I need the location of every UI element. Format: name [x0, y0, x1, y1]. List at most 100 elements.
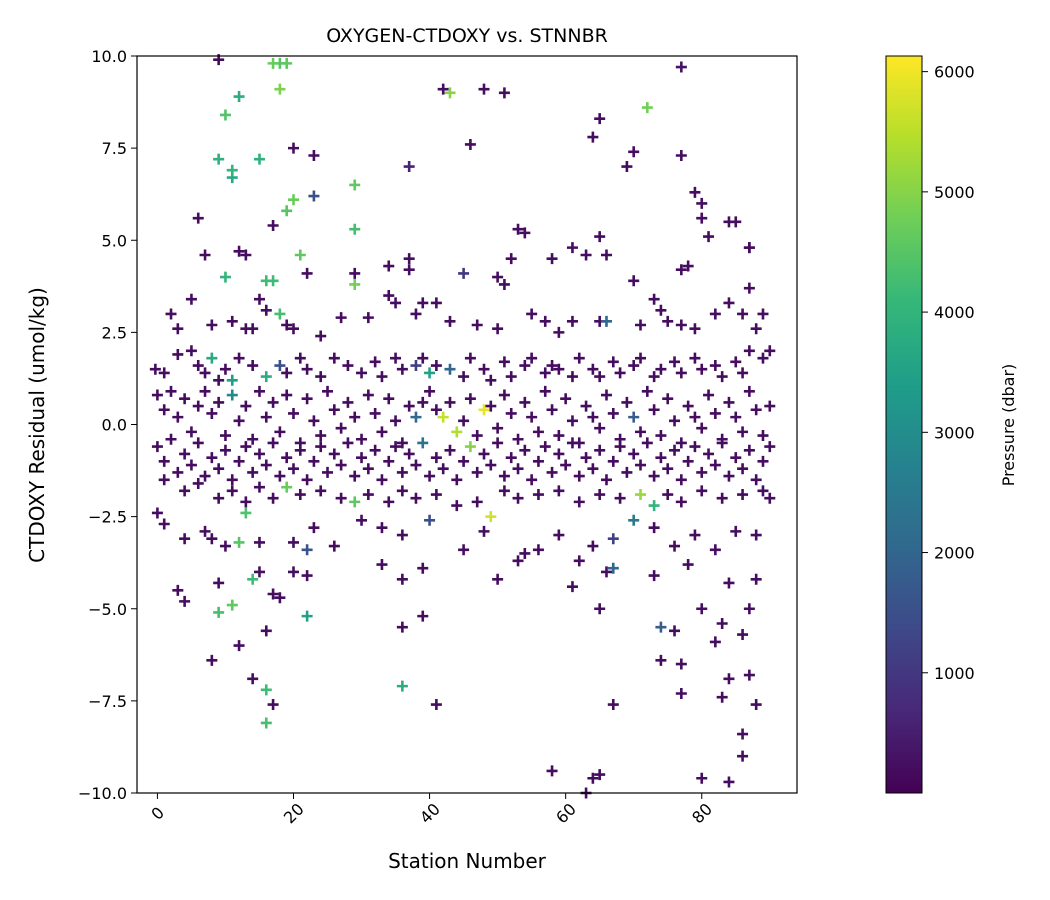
data-point [730, 216, 742, 228]
data-point [240, 249, 252, 261]
data-point [553, 430, 565, 442]
data-point [362, 489, 374, 501]
x-tick-label: 40 [416, 799, 444, 827]
data-point [253, 481, 265, 493]
data-point [737, 308, 749, 320]
data-point [628, 275, 640, 287]
data-point [192, 477, 204, 489]
data-point [655, 363, 667, 375]
data-point [737, 367, 749, 379]
data-point [172, 584, 184, 596]
y-tick-label: 10.0 [91, 47, 127, 66]
x-axis: 0 20 40 60 80 [147, 793, 716, 827]
data-point [213, 153, 225, 165]
data-point [641, 102, 653, 114]
data-point [444, 396, 456, 408]
data-point [485, 459, 497, 471]
y-tick-label: 5.0 [102, 231, 127, 250]
data-point [151, 507, 163, 519]
colorbar-tick-label: 1000 [934, 664, 975, 683]
data-point [458, 415, 470, 427]
data-point [172, 411, 184, 423]
data-point [226, 389, 238, 401]
data-point [185, 293, 197, 305]
data-point [219, 444, 231, 456]
data-point [587, 411, 599, 423]
data-point [566, 581, 578, 593]
data-point [485, 400, 497, 412]
data-point [267, 588, 279, 600]
data-point [267, 220, 279, 232]
data-point [607, 407, 619, 419]
data-point [369, 407, 381, 419]
data-point [376, 522, 388, 534]
data-point [417, 610, 429, 622]
data-point [737, 728, 749, 740]
data-point [709, 459, 721, 471]
data-point [641, 437, 653, 449]
data-point [621, 466, 633, 478]
data-point [233, 415, 245, 427]
data-point [430, 404, 442, 416]
data-point [764, 345, 776, 357]
data-point [233, 245, 245, 257]
data-point [675, 474, 687, 486]
data-point [308, 149, 320, 161]
data-point [750, 404, 762, 416]
data-point [308, 415, 320, 427]
data-point [553, 363, 565, 375]
data-point [716, 437, 728, 449]
data-point [219, 430, 231, 442]
data-point [219, 271, 231, 283]
data-point [396, 529, 408, 541]
data-point [526, 308, 538, 320]
data-point [621, 396, 633, 408]
data-point [498, 470, 510, 482]
data-point [158, 455, 170, 467]
data-point [410, 492, 422, 504]
data-point [206, 452, 218, 464]
data-point [594, 371, 606, 383]
data-point [689, 441, 701, 453]
x-tick-label: 60 [552, 799, 580, 827]
data-point [376, 426, 388, 438]
data-point [512, 492, 524, 504]
data-point [607, 562, 619, 574]
data-point [213, 606, 225, 618]
data-point [430, 699, 442, 711]
data-point [716, 371, 728, 383]
data-point [635, 459, 647, 471]
data-point [505, 407, 517, 419]
data-point [675, 658, 687, 670]
data-point [498, 485, 510, 497]
data-point [301, 363, 313, 375]
data-point [301, 544, 313, 556]
data-point [723, 776, 735, 788]
data-point [546, 404, 558, 416]
data-point [750, 529, 762, 541]
data-point [240, 441, 252, 453]
data-point [199, 470, 211, 482]
data-point [151, 389, 163, 401]
data-point [512, 555, 524, 567]
data-point [192, 212, 204, 224]
data-point [723, 396, 735, 408]
data-point [628, 448, 640, 460]
data-point [587, 363, 599, 375]
data-point [600, 474, 612, 486]
data-point [546, 466, 558, 478]
data-point [478, 83, 490, 95]
data-point [464, 393, 476, 405]
data-point [669, 415, 681, 427]
data-point [247, 573, 259, 585]
data-point [716, 492, 728, 504]
data-point [233, 352, 245, 364]
data-point [172, 348, 184, 360]
data-point [648, 470, 660, 482]
data-point [172, 466, 184, 478]
data-point [675, 319, 687, 331]
data-point [281, 389, 293, 401]
data-point [709, 636, 721, 648]
data-point [301, 474, 313, 486]
data-point [594, 444, 606, 456]
